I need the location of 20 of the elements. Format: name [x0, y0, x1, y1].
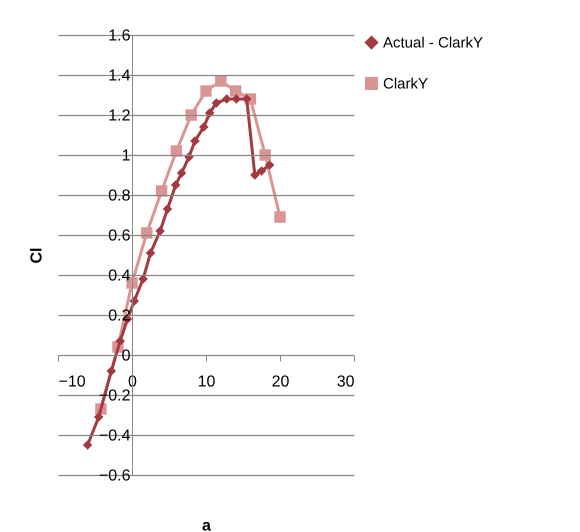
y-tick-label: 1.4 — [108, 68, 131, 84]
y-tick-label: 0.4 — [108, 268, 131, 284]
y-tick-label: 1 — [122, 148, 131, 164]
y-tick-label: −0.6 — [98, 468, 131, 484]
y-tick-label: −0.2 — [98, 388, 131, 404]
legend-label: ClarkY — [383, 76, 428, 92]
x-tick-label: 20 — [272, 374, 290, 390]
legend-label: Actual - ClarkY — [383, 34, 484, 52]
y-axis-title: Cl — [28, 248, 46, 264]
y-tick-label: 1.6 — [108, 28, 131, 44]
x-tick-label: 30 — [336, 374, 355, 390]
y-tick-label: 1.2 — [108, 108, 131, 124]
x-tick-label: 10 — [198, 374, 216, 390]
y-tick-label: 0 — [122, 348, 131, 364]
y-tick-label: 0.8 — [108, 188, 131, 204]
y-tick-label: 0.2 — [108, 308, 131, 324]
y-tick-label: −0.4 — [98, 428, 131, 444]
x-tick-label: −10 — [58, 374, 86, 390]
y-tick-label: 0.6 — [108, 228, 131, 244]
x-axis-title: a — [202, 518, 212, 532]
